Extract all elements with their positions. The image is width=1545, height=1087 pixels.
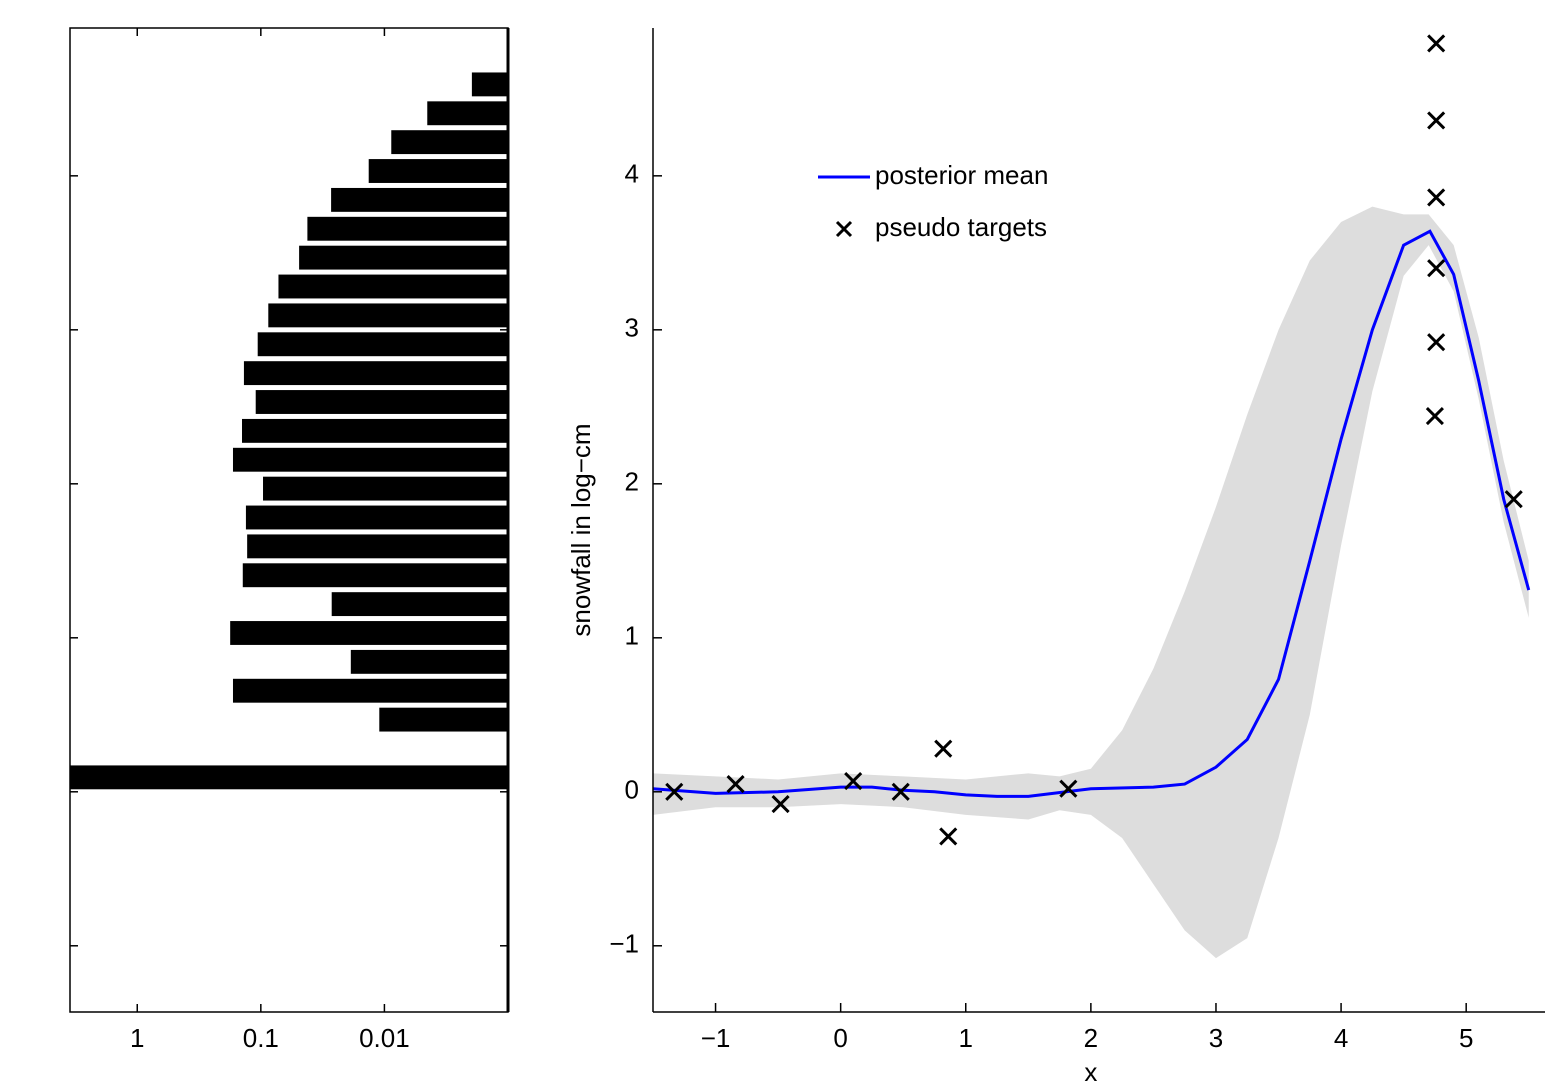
mean-line [652,229,1531,798]
bar [257,332,508,357]
y-tick-label: −1 [609,929,639,959]
bar [247,534,508,559]
bar [350,649,508,674]
bar [242,563,509,588]
legend-label: posterior mean [875,160,1048,190]
marker [934,739,953,758]
marker [1427,333,1446,352]
marker [1427,34,1446,53]
bar [268,303,508,328]
legend-swatch [835,220,853,238]
bar [331,592,508,617]
x-tick-label: 2 [1084,1023,1098,1053]
x-tick-label: 0 [833,1023,847,1053]
x-tick-label: 4 [1334,1023,1348,1053]
marker [1059,779,1078,798]
y-axis-label: snowfall in log−cm [566,423,596,636]
x-tick-label: 1 [959,1023,973,1053]
legend-label: pseudo targets [875,212,1047,242]
marker [1427,259,1446,278]
bar [471,72,508,97]
bar [242,418,508,443]
legend: posterior mean pseudo targets [818,160,1048,242]
marker [1504,490,1523,509]
x-tick-label: 5 [1459,1023,1473,1053]
bar [427,101,508,126]
confidence-band [653,206,1529,959]
y-tick-label: 4 [625,159,639,189]
bar [70,765,508,790]
bar [331,187,508,212]
marker [891,782,910,801]
y-tick-label: 3 [625,313,639,343]
marker [726,775,745,794]
bar [243,361,508,386]
marker [1425,406,1444,426]
bar [255,390,508,414]
bar [368,159,508,183]
y-tick-label: 1 [625,621,639,651]
x-tick-label: −1 [701,1023,731,1053]
bar [379,707,508,732]
y-tick-label: 0 [625,775,639,805]
marker [665,782,684,801]
bar [391,130,508,155]
bar [299,245,508,270]
x-tick-label: 3 [1209,1023,1223,1053]
x-axis-label: x [1084,1057,1097,1087]
y-tick-label: 2 [625,467,639,497]
marker [1427,111,1446,130]
x-tick-label: 1 [130,1023,144,1053]
marker [1427,188,1446,207]
marker [771,795,790,814]
bar [230,621,509,645]
bar [263,476,508,501]
bar [232,678,508,703]
bar [278,274,508,299]
marker [939,827,958,846]
marker [844,771,863,791]
bar [245,505,509,530]
x-tick-label: 0.1 [243,1023,279,1053]
bar [232,447,508,472]
bar [307,216,508,241]
x-tick-label: 0.01 [359,1023,410,1053]
